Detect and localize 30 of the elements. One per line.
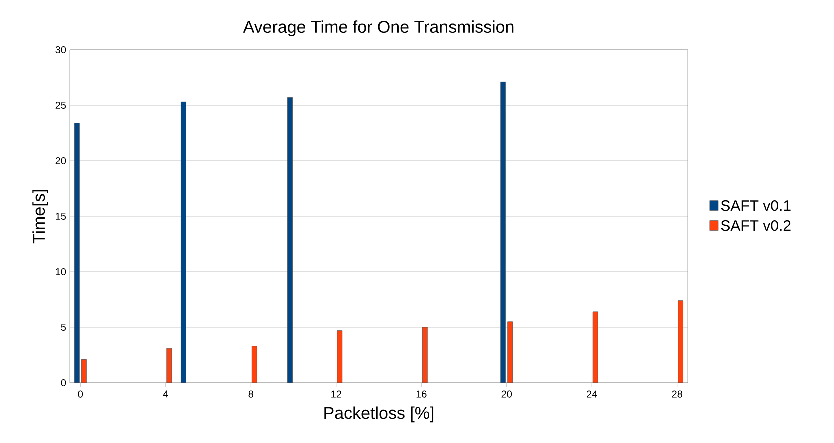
bar: [74, 123, 80, 383]
x-tick-label: 28: [672, 390, 682, 398]
x-tick-label: 20: [502, 390, 512, 398]
bar: [181, 102, 186, 383]
bar: [422, 327, 428, 383]
y-tick-label: 30: [56, 46, 66, 54]
y-tick-label: 0: [61, 379, 66, 387]
x-tick-label: 12: [332, 390, 342, 398]
legend-label: SAFT v0.1: [721, 200, 791, 212]
x-tick-label: 24: [587, 390, 598, 398]
y-tick-label: 20: [56, 157, 66, 165]
bar: [678, 300, 684, 383]
chart-title: Average Time for One Transmission: [243, 20, 514, 36]
bar: [500, 82, 506, 383]
y-tick-label: 10: [56, 268, 66, 276]
x-tick-label: 8: [248, 390, 254, 398]
y-tick-label: 5: [61, 324, 66, 331]
x-tick-label: 16: [416, 390, 427, 398]
bar: [166, 348, 172, 383]
x-axis-title: Packetloss [%]: [324, 406, 434, 423]
y-tick-label: 25: [56, 102, 66, 110]
y-axis-title: Time[s]: [32, 190, 48, 244]
bar: [252, 346, 258, 383]
legend-label: SAFT v0.2: [721, 220, 791, 232]
bar: [592, 312, 598, 383]
y-tick-label: 15: [56, 212, 66, 220]
bar: [337, 330, 343, 383]
x-tick-label: 4: [163, 390, 168, 398]
x-tick-label: 0: [78, 390, 84, 398]
bar: [288, 98, 293, 383]
